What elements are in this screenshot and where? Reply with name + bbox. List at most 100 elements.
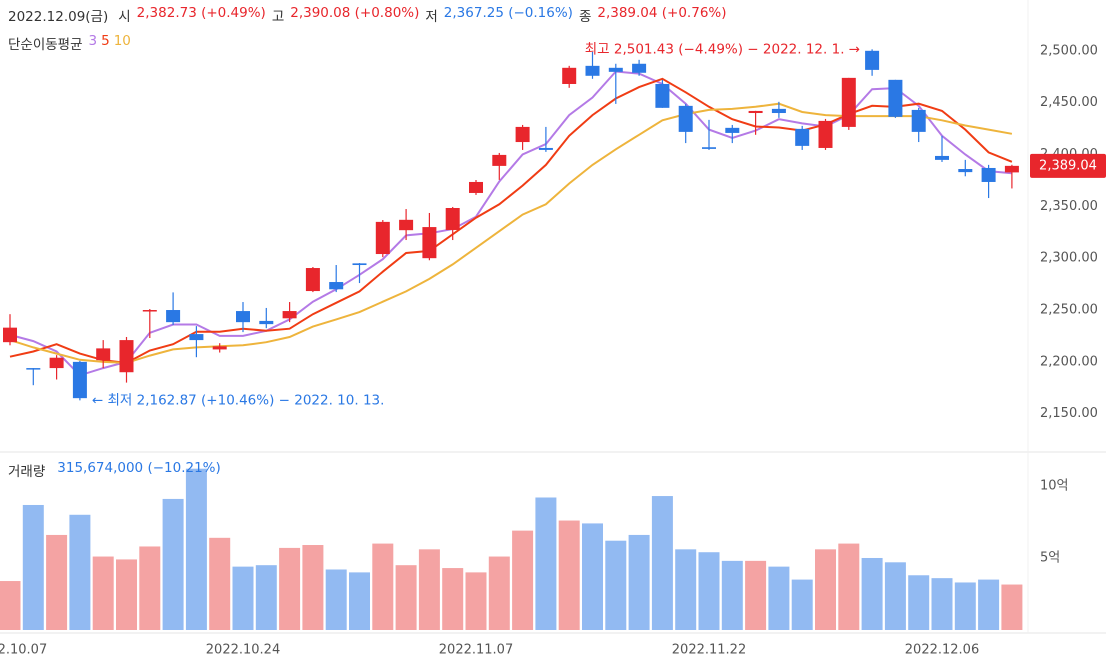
volume-bar (558, 520, 580, 630)
candle-body (422, 227, 437, 259)
close-value: 2,389.04 (+0.76%) (597, 5, 727, 21)
candle-body (72, 361, 87, 399)
volume-bar (908, 575, 930, 630)
volume-bar (46, 534, 68, 630)
candle-body (585, 65, 600, 76)
y-tick-label: 2,250.00 (1040, 303, 1098, 318)
candle-body (142, 310, 157, 312)
candle-body (352, 263, 367, 266)
candle-body (981, 167, 996, 182)
volume-bar (651, 496, 673, 630)
candle-body (841, 77, 856, 127)
candle-body (119, 340, 134, 373)
volume-bar (279, 547, 301, 630)
y-tick-label: 2,150.00 (1040, 406, 1098, 421)
x-tick-label: 2022.12.06 (905, 643, 979, 658)
candle-body (469, 181, 483, 193)
last-price-badge (1030, 153, 1106, 178)
volume-bar (232, 566, 254, 630)
candle-body (375, 221, 390, 255)
legend-entry: 5 (101, 33, 110, 49)
candle-body (259, 320, 274, 325)
legend-title: 단순이동평균 (8, 37, 83, 53)
candle-body (189, 334, 204, 341)
candle-body (399, 219, 414, 231)
candle-body (562, 67, 577, 84)
volume-bar (349, 572, 370, 630)
candle-body (538, 147, 553, 150)
candle-body (3, 327, 17, 343)
volume-bar (395, 565, 417, 630)
open-label: 시 (118, 9, 131, 25)
volume-bar (372, 543, 394, 630)
candle-body (96, 348, 111, 361)
volume-bar (582, 523, 603, 630)
volume-bar (978, 579, 1000, 630)
volume-bar (721, 560, 743, 630)
volume-bar (209, 537, 231, 630)
last-price-label: 2,389.04 (1039, 158, 1097, 173)
candle-body (1004, 165, 1019, 173)
volume-bar (954, 582, 976, 630)
candle-body (818, 120, 833, 148)
volume-bar (92, 556, 114, 630)
legend: 단순이동평균 3 5 10 (8, 33, 131, 53)
volume-value: 315,674,000 (−10.21%) (57, 460, 221, 476)
volume-header: 거래량 315,674,000 (−10.21%) (8, 460, 221, 480)
y-tick-label: 2,300.00 (1040, 251, 1098, 266)
volume-bar (628, 534, 650, 630)
volume-bar (255, 565, 277, 630)
annotation: ← 최저 2,162.87 (+10.46%) − 2022. 10. 13. (92, 392, 385, 408)
y-tick-label: 5억 (1040, 550, 1060, 565)
volume-bar (116, 559, 137, 630)
candle-body (935, 155, 949, 160)
candle-body (888, 79, 903, 117)
candle-body (865, 50, 880, 70)
high-label: 고 (271, 9, 285, 25)
volume-bar (185, 468, 207, 630)
x-tick-label: 2022.10.24 (206, 643, 280, 658)
volume-bar (884, 562, 906, 630)
candle-body (305, 268, 320, 292)
candle-body (212, 346, 227, 350)
y-tick-label: 2,350.00 (1040, 199, 1098, 214)
volume-bar (139, 546, 161, 630)
candle-body (492, 154, 507, 166)
candle-body (632, 63, 647, 73)
volume-bar (488, 556, 510, 630)
volume-bar (442, 568, 464, 630)
low-value: 2,367.25 (−0.16%) (443, 5, 573, 21)
y-tick-label: 2,450.00 (1040, 95, 1098, 110)
y-tick-label: 10억 (1040, 478, 1069, 493)
candle-body (49, 357, 64, 369)
candle-body (515, 126, 530, 143)
candle-body (678, 105, 693, 132)
volume-bar (838, 543, 860, 630)
volume-bar (768, 566, 790, 630)
moving-average-line (9, 102, 1013, 364)
volume-bar (791, 579, 813, 630)
volume-title: 거래량 (8, 464, 46, 480)
candle-body (26, 368, 41, 370)
volume-bar (22, 504, 44, 630)
annotation: 최고 2,501.43 (−4.49%) − 2022. 12. 1. → (585, 41, 860, 57)
volume-bar (745, 560, 767, 630)
open-value: 2,382.73 (+0.49%) (136, 5, 266, 21)
candle-body (445, 207, 460, 230)
volume-bar (302, 545, 324, 630)
volume-bar (325, 569, 347, 630)
candle-body (702, 147, 716, 149)
volume-bar (0, 581, 21, 630)
volume-bar (1001, 584, 1023, 630)
date: 2022.12.09(금) (8, 9, 109, 25)
x-tick-label: 2022.11.07 (439, 643, 513, 658)
header: 2022.12.09(금) 시 2,382.73 (+0.49%) 고 2,39… (8, 5, 727, 25)
volume-bar (815, 549, 836, 630)
candle-body (655, 83, 670, 108)
high-value: 2,390.08 (+0.80%) (290, 5, 420, 21)
candle-body (236, 311, 250, 323)
x-tick-label: 2022.11.22 (672, 643, 746, 658)
legend-entry: 3 (88, 33, 98, 49)
volume-bar (465, 572, 487, 630)
volume-bar (605, 540, 627, 630)
